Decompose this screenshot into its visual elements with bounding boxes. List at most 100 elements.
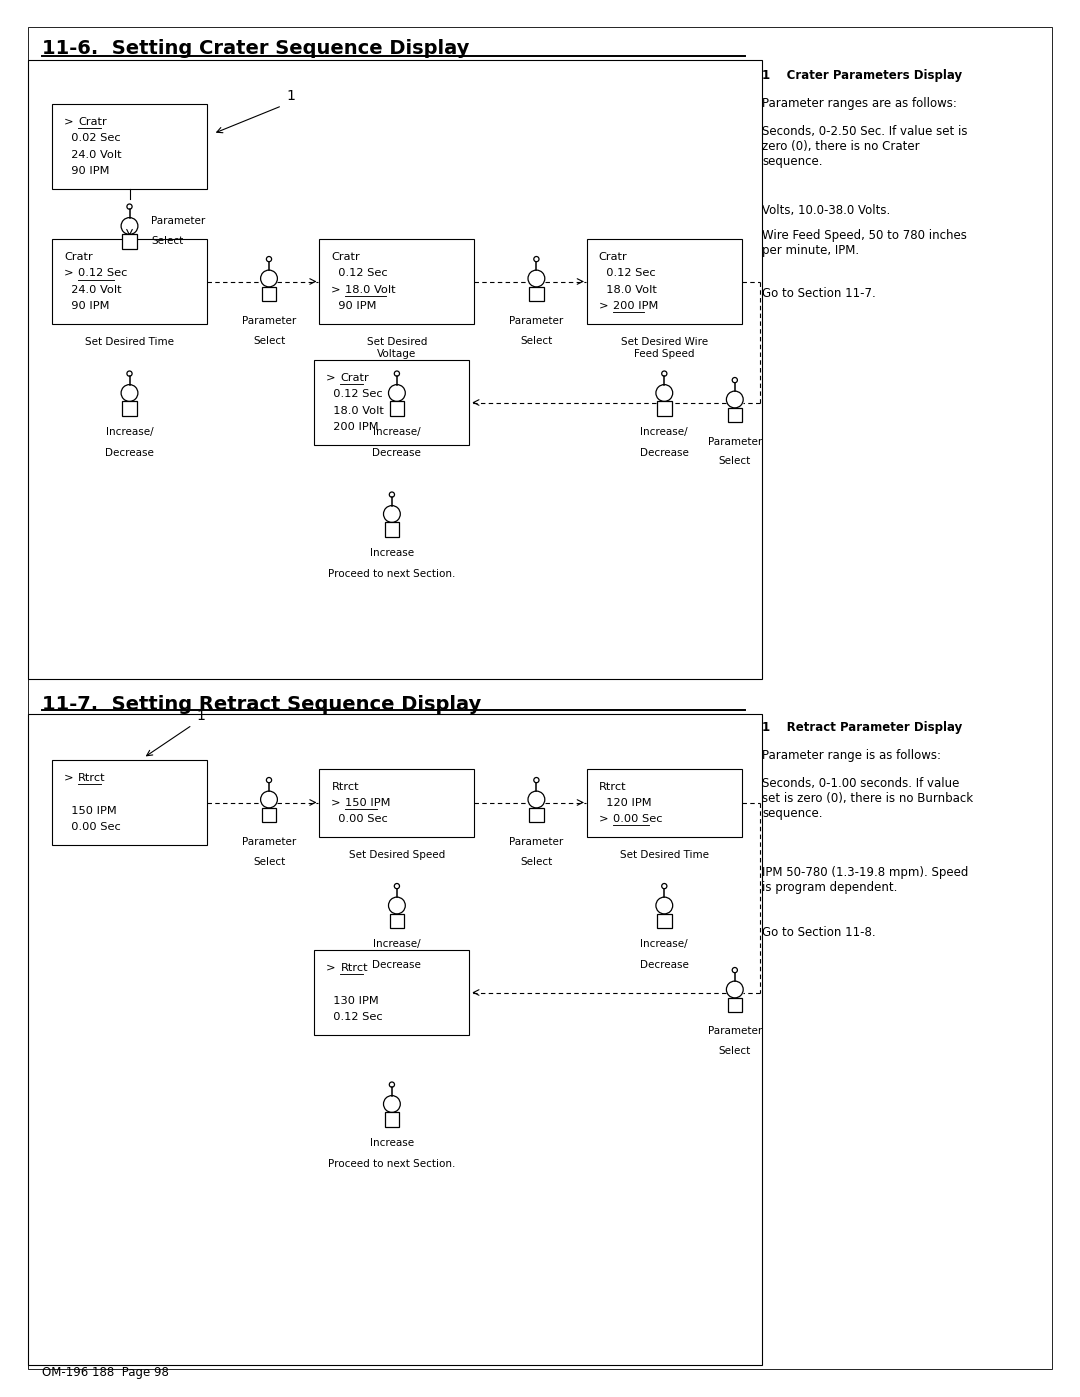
Text: >: > (64, 268, 78, 278)
Text: Parameter: Parameter (242, 837, 296, 847)
Text: 1: 1 (286, 89, 295, 103)
Bar (314, 360, 470, 446)
Bar (261, 286, 276, 302)
Text: 120 IPM: 120 IPM (598, 798, 651, 807)
Text: Decrease: Decrease (639, 448, 689, 458)
Text: 0.12 Sec: 0.12 Sec (598, 268, 656, 278)
Text: Cratr: Cratr (340, 373, 369, 383)
Text: 0.00 Sec: 0.00 Sec (332, 813, 388, 823)
Text: Parameter: Parameter (707, 1027, 761, 1037)
Text: Cratr: Cratr (64, 251, 93, 263)
Text: 1    Retract Parameter Display: 1 Retract Parameter Display (762, 721, 962, 733)
Text: Select: Select (253, 335, 285, 345)
Text: >: > (332, 285, 345, 295)
Text: Select: Select (253, 856, 285, 866)
Text: Go to Section 11-8.: Go to Section 11-8. (762, 926, 876, 939)
Text: >: > (64, 773, 78, 784)
Text: Cratr: Cratr (598, 251, 627, 263)
Bar (52, 103, 207, 189)
Text: 11-6.  Setting Crater Sequence Display: 11-6. Setting Crater Sequence Display (42, 39, 470, 59)
Text: Seconds, 0-1.00 seconds. If value
set is zero (0), there is no Burnback
sequence: Seconds, 0-1.00 seconds. If value set is… (762, 777, 973, 820)
Text: Parameter ranges are as follows:: Parameter ranges are as follows: (762, 96, 957, 110)
Text: Increase/: Increase/ (640, 940, 688, 950)
Text: Parameter range is as follows:: Parameter range is as follows: (762, 749, 941, 761)
Text: 90 IPM: 90 IPM (64, 166, 109, 176)
Text: 18.0 Volt: 18.0 Volt (598, 285, 657, 295)
Text: Wire Feed Speed, 50 to 780 inches
per minute, IPM.: Wire Feed Speed, 50 to 780 inches per mi… (762, 229, 967, 257)
Text: Increase/: Increase/ (106, 427, 153, 437)
Text: Increase/: Increase/ (640, 427, 688, 437)
Text: 0.12 Sec: 0.12 Sec (326, 1011, 383, 1021)
Text: Parameter: Parameter (510, 316, 564, 326)
Text: Proceed to next Section.: Proceed to next Section. (328, 1160, 456, 1169)
Text: 150 IPM: 150 IPM (346, 798, 391, 807)
Text: 11-7.  Setting Retract Sequence Display: 11-7. Setting Retract Sequence Display (42, 694, 482, 714)
Text: 150 IPM: 150 IPM (64, 806, 117, 816)
Text: 0.12 Sec: 0.12 Sec (326, 390, 383, 400)
Bar (314, 950, 470, 1035)
Text: >: > (332, 798, 345, 807)
Bar (728, 408, 742, 422)
Text: Select: Select (718, 1046, 751, 1056)
Text: Go to Section 11-7.: Go to Section 11-7. (762, 286, 876, 300)
Text: >: > (598, 813, 612, 823)
Bar (28, 714, 762, 1365)
Bar (657, 401, 672, 416)
Text: 0.12 Sec: 0.12 Sec (332, 268, 388, 278)
Text: Select: Select (521, 856, 553, 866)
Text: >: > (598, 300, 612, 312)
Text: Set Desired Speed: Set Desired Speed (349, 849, 445, 859)
Bar (122, 235, 137, 249)
Text: Select: Select (521, 335, 553, 345)
Bar (586, 239, 742, 324)
Text: 24.0 Volt: 24.0 Volt (64, 149, 122, 159)
Text: OM-196 188  Page 98: OM-196 188 Page 98 (42, 1366, 168, 1379)
Text: 0.12 Sec: 0.12 Sec (78, 268, 127, 278)
Text: Increase/: Increase/ (373, 940, 421, 950)
Bar (320, 239, 474, 324)
Text: Seconds, 0-2.50 Sec. If value set is
zero (0), there is no Crater
sequence.: Seconds, 0-2.50 Sec. If value set is zer… (762, 124, 968, 168)
Text: 18.0 Volt: 18.0 Volt (326, 405, 384, 416)
Text: Decrease: Decrease (105, 448, 154, 458)
Text: 24.0 Volt: 24.0 Volt (64, 285, 122, 295)
Bar (384, 1112, 400, 1127)
Bar (320, 768, 474, 837)
Text: Decrease: Decrease (373, 448, 421, 458)
Bar (122, 401, 137, 416)
Text: Volts, 10.0-38.0 Volts.: Volts, 10.0-38.0 Volts. (762, 204, 890, 217)
Text: 130 IPM: 130 IPM (326, 996, 379, 1006)
Text: Set Desired Time: Set Desired Time (85, 337, 174, 346)
Text: 90 IPM: 90 IPM (332, 300, 377, 312)
Text: Decrease: Decrease (373, 961, 421, 971)
Bar (390, 914, 404, 928)
Text: Parameter: Parameter (151, 217, 206, 226)
Bar (261, 807, 276, 823)
Text: Set Desired Wire
Feed Speed: Set Desired Wire Feed Speed (621, 337, 707, 359)
Bar (52, 760, 207, 845)
Bar (28, 60, 762, 679)
Bar (529, 807, 543, 823)
Text: 200 IPM: 200 IPM (612, 300, 658, 312)
Text: 0.00 Sec: 0.00 Sec (64, 821, 121, 831)
Text: 90 IPM: 90 IPM (64, 300, 109, 312)
Text: Rtrct: Rtrct (78, 773, 106, 784)
Text: Increase/: Increase/ (373, 427, 421, 437)
Text: IPM 50-780 (1.3-19.8 mpm). Speed
is program dependent.: IPM 50-780 (1.3-19.8 mpm). Speed is prog… (762, 866, 969, 894)
Text: Set Desired Time: Set Desired Time (620, 849, 708, 859)
Text: 0.00 Sec: 0.00 Sec (612, 813, 662, 823)
Text: Parameter: Parameter (242, 316, 296, 326)
Text: Cratr: Cratr (332, 251, 360, 263)
Bar (384, 522, 400, 536)
Text: Rtrct: Rtrct (332, 781, 359, 792)
Text: Cratr: Cratr (78, 117, 107, 127)
Bar (529, 286, 543, 302)
Text: >: > (64, 117, 78, 127)
Bar (586, 768, 742, 837)
Text: 1    Crater Parameters Display: 1 Crater Parameters Display (762, 68, 962, 82)
Text: Select: Select (718, 457, 751, 467)
Bar (657, 914, 672, 928)
Text: Increase: Increase (369, 548, 414, 557)
Text: 200 IPM: 200 IPM (326, 422, 379, 432)
Text: Decrease: Decrease (639, 961, 689, 971)
Text: >: > (326, 373, 339, 383)
